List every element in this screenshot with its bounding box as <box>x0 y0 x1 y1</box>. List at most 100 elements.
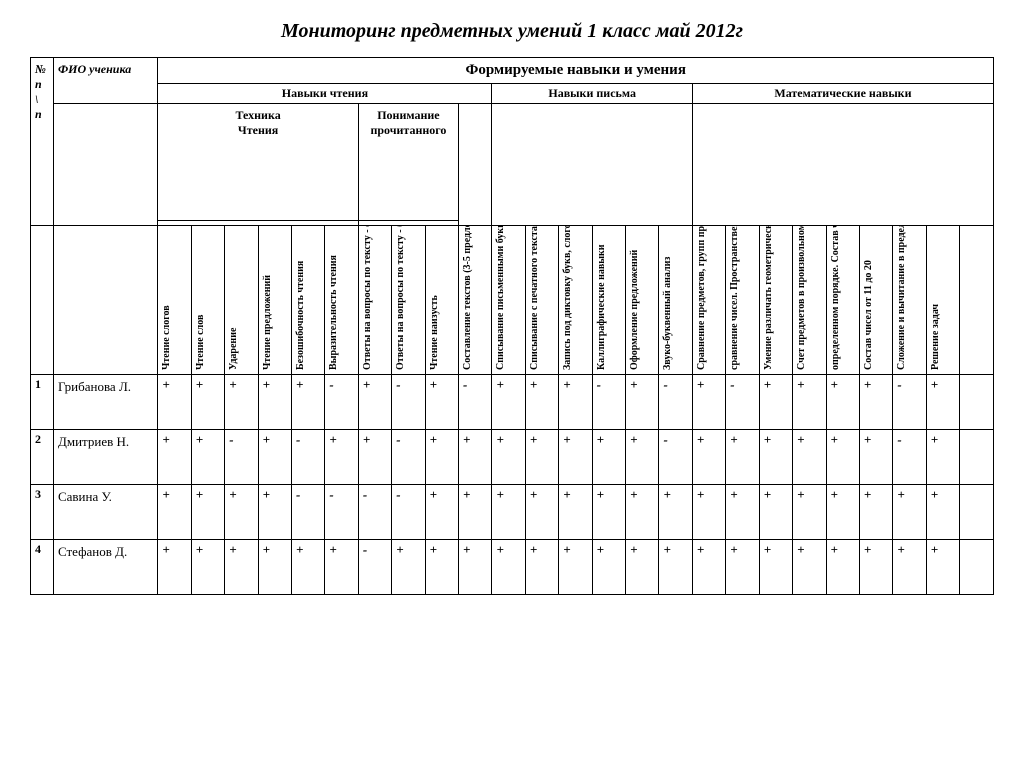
mark-cell: + <box>191 540 224 595</box>
skill-col-9: Составление текстов (3-5 предложений) <box>459 226 492 375</box>
mark-cell: + <box>225 375 258 430</box>
skill-col-5: Выразительность чтения <box>325 226 358 375</box>
monitoring-table: № п \ п ФИО ученика Формируемые навыки и… <box>30 57 994 595</box>
mark-cell: + <box>358 375 391 430</box>
skill-col-4: Безошибочность чтения <box>292 226 325 375</box>
mark-cell: + <box>592 485 625 540</box>
mark-cell: + <box>492 485 525 540</box>
skill-col-20: определенном порядке. Состав чисел от 2 … <box>826 226 859 375</box>
row-num: 1 <box>31 375 54 430</box>
skill-col-23: Решение задач <box>926 226 959 375</box>
mark-cell: - <box>659 375 692 430</box>
skill-col-0: Чтение слогов <box>158 226 191 375</box>
table-row: 2Дмитриев Н.++-+-++-+++++++-++++++-+ <box>31 430 994 485</box>
skill-col-6: Ответы на вопросы по тексту - с помощью … <box>358 226 391 375</box>
skill-blank-num <box>31 226 54 375</box>
mark-cell: + <box>459 540 492 595</box>
mark-cell: + <box>425 430 458 485</box>
mark-cell: + <box>158 485 191 540</box>
mark-cell: + <box>158 375 191 430</box>
student-name: Савина У. <box>53 485 157 540</box>
mark-cell: + <box>793 485 826 540</box>
skill-col-19: Счет предметов в произвольном и <box>793 226 826 375</box>
spacer-writing <box>492 104 692 226</box>
mark-cell: + <box>626 375 659 430</box>
mark-cell: - <box>325 375 358 430</box>
skill-col-15: Звуко-буквенный анализ <box>659 226 692 375</box>
skill-col-7: Ответы на вопросы по тексту - без помощи… <box>392 226 425 375</box>
skill-col-3: Чтение предложений <box>258 226 291 375</box>
sub-technique: Техника Чтения <box>158 104 358 221</box>
mark-cell: + <box>525 430 558 485</box>
mark-cell <box>960 540 994 595</box>
mark-cell: + <box>759 540 792 595</box>
skill-blank-name <box>53 226 157 375</box>
skill-col-8: Чтение наизусть <box>425 226 458 375</box>
mark-cell: + <box>225 485 258 540</box>
mark-cell: + <box>793 375 826 430</box>
mark-cell: + <box>793 540 826 595</box>
mark-cell: + <box>592 430 625 485</box>
page-title: Мониторинг предметных умений 1 класс май… <box>30 20 994 43</box>
skill-col-11: Списывание с печатного текста <box>525 226 558 375</box>
mark-cell: + <box>893 540 926 595</box>
mark-cell: - <box>659 430 692 485</box>
mark-cell: + <box>459 430 492 485</box>
mark-cell: + <box>258 430 291 485</box>
mark-cell: + <box>292 375 325 430</box>
skill-col-22: Сложение и вычитание в пределах 20 <box>893 226 926 375</box>
mark-cell: + <box>826 485 859 540</box>
row-num: 3 <box>31 485 54 540</box>
mark-cell: + <box>859 485 892 540</box>
skill-col-17: сравнение чисел. Пространственные и врем… <box>726 226 759 375</box>
mark-cell: + <box>559 540 592 595</box>
mark-cell: - <box>325 485 358 540</box>
mark-cell <box>960 485 994 540</box>
student-name: Дмитриев Н. <box>53 430 157 485</box>
mark-cell: - <box>225 430 258 485</box>
mark-cell: + <box>492 540 525 595</box>
mark-cell: + <box>893 485 926 540</box>
sub-comprehension: Понимание прочитанного <box>358 104 458 221</box>
mark-cell: + <box>592 540 625 595</box>
mark-cell: + <box>525 540 558 595</box>
mark-cell: - <box>358 485 391 540</box>
skill-col-1: Чтение слов <box>191 226 224 375</box>
mark-cell <box>960 430 994 485</box>
mark-cell: + <box>826 430 859 485</box>
mark-cell: - <box>292 485 325 540</box>
student-name: Грибанова Л. <box>53 375 157 430</box>
mark-cell: + <box>793 430 826 485</box>
mark-cell: + <box>726 485 759 540</box>
skill-col-10: Списывание письменными буквами <box>492 226 525 375</box>
mark-cell: + <box>191 485 224 540</box>
mark-cell: + <box>559 485 592 540</box>
mark-cell: + <box>325 540 358 595</box>
mark-cell: + <box>692 430 725 485</box>
mark-cell: + <box>659 485 692 540</box>
mark-cell: - <box>392 375 425 430</box>
mark-cell: + <box>926 540 959 595</box>
mark-cell: + <box>492 375 525 430</box>
student-name: Стефанов Д. <box>53 540 157 595</box>
skill-col-21: Состав чисел от 11 до 20 <box>859 226 892 375</box>
mark-cell: + <box>191 375 224 430</box>
mark-cell: - <box>893 430 926 485</box>
mark-cell: + <box>926 485 959 540</box>
main-header: Формируемые навыки и умения <box>158 58 994 84</box>
skill-col-24 <box>960 226 994 375</box>
table-row: 3Савина У.++++----++++++++++++++++ <box>31 485 994 540</box>
group-math: Математические навыки <box>692 84 993 104</box>
mark-cell: + <box>626 540 659 595</box>
mark-cell: + <box>626 430 659 485</box>
mark-cell: + <box>191 430 224 485</box>
mark-cell: + <box>425 375 458 430</box>
mark-cell: + <box>859 540 892 595</box>
mark-cell: + <box>525 375 558 430</box>
skill-col-14: Оформление предложений <box>626 226 659 375</box>
mark-cell: + <box>726 430 759 485</box>
mark-cell: + <box>392 540 425 595</box>
mark-cell: + <box>759 485 792 540</box>
mark-cell: - <box>392 430 425 485</box>
row-num: 2 <box>31 430 54 485</box>
